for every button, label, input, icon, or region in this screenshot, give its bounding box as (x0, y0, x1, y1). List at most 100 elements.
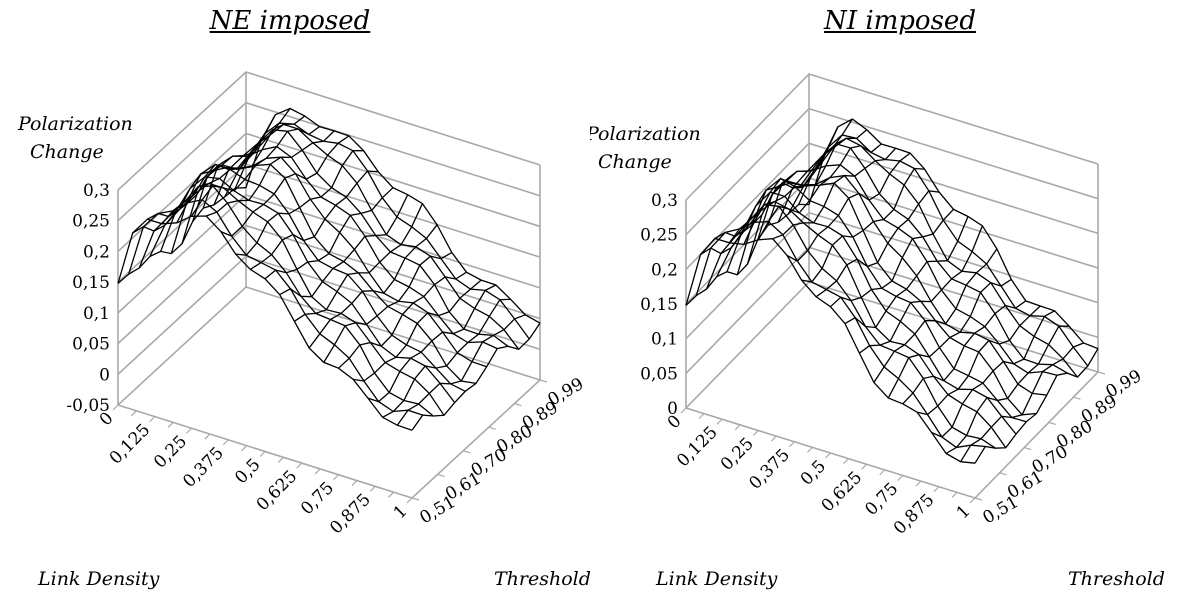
surface-line-y (757, 143, 882, 241)
x-tick-mark (112, 404, 119, 411)
x-tick-mark (296, 462, 303, 469)
y-tick-mark (437, 473, 445, 477)
surface-line-x (695, 220, 986, 449)
z-gridline (685, 142, 1099, 270)
z-tick-label: 0,25 (72, 212, 110, 232)
z-tick-label: 0,1 (651, 330, 678, 350)
y-tick-mark (1048, 421, 1056, 425)
surface-line-y (323, 251, 453, 363)
x-tick-mark (680, 407, 687, 414)
chart-panel-ne: NE imposed 0,3 0,25 0,2 0,15 0,1 0,05 0 -0,05 Po… (17, 6, 590, 590)
y-tick-mark (999, 472, 1007, 476)
y-tick-label: 0,99 (1103, 366, 1146, 402)
x-tick-label: 0,5 (797, 456, 830, 489)
z-tick-label: 0,2 (83, 242, 110, 262)
x-tick-label: 0,125 (106, 420, 155, 469)
chart-title: NI imposed (824, 6, 976, 36)
surface-line-y (220, 135, 350, 237)
surface-plot: 0,30,250,20,150,10,050-0,05PolarizationC… (17, 71, 590, 590)
x-tick-label: 0,5 (231, 455, 264, 488)
surface-line-y (190, 126, 320, 217)
x-tick-mark (969, 497, 976, 504)
x-axis-title: Link Density (37, 568, 160, 590)
z-axis-title: Polarization (17, 113, 133, 135)
surface-line-y (844, 216, 969, 329)
surface-line-y (974, 348, 1099, 464)
x-axis-title: Link Density (655, 568, 778, 590)
z-tick-label: 0,15 (72, 273, 110, 293)
x-tick-mark (204, 433, 211, 440)
x-tick-mark (716, 418, 723, 425)
y-tick-mark (1097, 371, 1106, 375)
surface-line-y (176, 115, 306, 224)
surface-line-y (411, 322, 541, 431)
surface-line-x (746, 182, 1037, 416)
surface-line-y (685, 203, 810, 306)
y-tick-mark (974, 497, 983, 501)
y-tick-mark (514, 403, 522, 407)
y-axis-title: Threshold (1068, 568, 1165, 590)
surface-line-y (294, 203, 423, 322)
x-tick-label: 0 (664, 411, 686, 433)
x-tick-label: 0,25 (717, 434, 758, 475)
y-axis-title: Threshold (494, 568, 590, 590)
x-tick-mark (807, 446, 813, 453)
z-tick-label: 0,3 (83, 181, 110, 201)
x-tick-mark (752, 430, 759, 436)
x-tick-mark (314, 468, 321, 475)
x-tick-mark (388, 491, 395, 498)
x-tick-mark (915, 480, 922, 487)
surface-line-y (700, 158, 824, 256)
x-tick-mark (186, 427, 192, 434)
surface-line-x (716, 200, 1007, 449)
surface-line-y (786, 152, 911, 262)
surface-line-y (801, 167, 925, 283)
x-tick-mark (167, 422, 174, 428)
z-gridline (685, 211, 1099, 340)
x-tick-label: 0,375 (179, 443, 228, 492)
surface-line-y (382, 298, 511, 418)
surface-line-y (714, 126, 839, 239)
x-tick-mark (222, 439, 229, 446)
y-tick-mark (539, 379, 548, 383)
z-gridline (685, 281, 1099, 409)
surface-line-y (396, 314, 526, 426)
z-tick-label: 0,2 (651, 260, 678, 280)
x-tick-mark (369, 485, 376, 492)
x-tick-label: 0 (96, 408, 118, 430)
x-tick-mark (698, 413, 705, 420)
x-tick-mark (843, 458, 849, 465)
surface-line-y (338, 271, 467, 369)
z-gridline (685, 73, 1099, 201)
x-tick-mark (241, 445, 248, 452)
chart-panel-ni: NI imposed 0,3 0,25 0,2 0,15 0,1 0,05 0 Polariz… (590, 0, 1180, 593)
z-tick-label: 0 (99, 365, 110, 385)
x-tick-mark (879, 469, 886, 476)
y-tick-mark (1024, 447, 1032, 451)
x-tick-mark (861, 463, 868, 470)
x-tick-label: 0,25 (150, 432, 191, 473)
surface-line-y (902, 300, 1027, 405)
x-tick-label: 0,625 (253, 467, 302, 516)
surface-line-y (743, 129, 868, 245)
surface-line-x (787, 137, 1079, 378)
surface-line-y (960, 342, 1084, 463)
x-tick-mark (351, 480, 358, 486)
surface-line-y (117, 187, 247, 284)
surface-plot: 0,3 0,25 0,2 0,15 0,1 0,05 0 Polarization Change… (590, 73, 1165, 590)
z-tick-label: 0,25 (640, 226, 678, 246)
x-tick-mark (933, 486, 940, 493)
surface-mesh (117, 107, 541, 431)
x-tick-label: 0,875 (326, 490, 375, 539)
surface-line-y (873, 248, 998, 383)
surface-line-y (367, 284, 497, 403)
x-tick-mark (825, 452, 831, 459)
z-tick-label: 0,3 (651, 191, 678, 211)
x-tick-mark (788, 441, 795, 448)
surface-line-y (279, 194, 409, 298)
z-axis-title: Polarization (590, 123, 701, 145)
z-tick-label: 0,1 (83, 304, 110, 324)
x-tick-mark (149, 416, 156, 423)
z-tick-label: 0,05 (640, 364, 678, 384)
surface-line-y (772, 147, 897, 240)
